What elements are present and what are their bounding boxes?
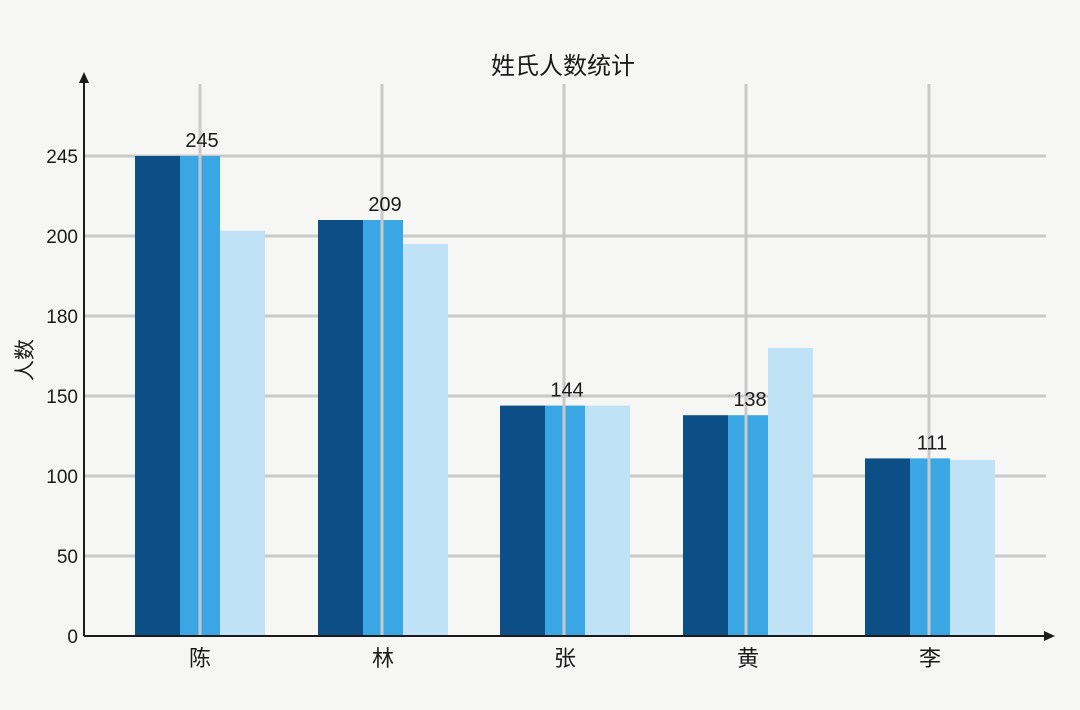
y-tick-label: 180 bbox=[46, 307, 78, 328]
y-tick-label: 245 bbox=[46, 147, 78, 168]
data-label: 144 bbox=[550, 380, 583, 402]
bars-layer bbox=[135, 156, 995, 636]
labels-layer: 0 50 100 150 180 200 245 陈 245 林 209 张 144 黄 138 李 111 bbox=[46, 130, 947, 672]
x-tick-label: 李 bbox=[919, 647, 941, 672]
y-tick-label: 150 bbox=[46, 387, 78, 408]
data-label: 245 bbox=[185, 130, 218, 152]
x-tick-label: 林 bbox=[372, 647, 394, 672]
x-tick-label: 张 bbox=[554, 647, 576, 672]
chart-title: 姓氏人数统计 bbox=[491, 52, 635, 80]
data-label: 209 bbox=[368, 194, 401, 216]
bar bbox=[728, 415, 768, 636]
bar bbox=[950, 460, 995, 636]
y-tick-label: 0 bbox=[67, 627, 78, 648]
bar bbox=[865, 458, 910, 636]
bar bbox=[318, 220, 363, 636]
bar bbox=[768, 348, 813, 636]
x-axis-arrow bbox=[1044, 631, 1055, 641]
x-tick-label: 陈 bbox=[189, 647, 211, 672]
y-axis-arrow bbox=[79, 72, 89, 83]
x-tick-label: 黄 bbox=[737, 647, 759, 672]
bar bbox=[403, 244, 448, 636]
y-tick-label: 200 bbox=[46, 227, 78, 248]
bar bbox=[135, 156, 180, 636]
y-axis-label: 人数 bbox=[13, 339, 37, 381]
y-tick-label: 100 bbox=[46, 467, 78, 488]
vertical-grid-layer bbox=[198, 84, 931, 636]
y-tick-label: 50 bbox=[57, 547, 78, 568]
bar bbox=[500, 405, 545, 636]
bar bbox=[683, 415, 728, 636]
data-label: 138 bbox=[733, 389, 766, 411]
data-label: 111 bbox=[917, 432, 947, 454]
bar bbox=[220, 230, 265, 636]
axes-layer bbox=[79, 72, 1055, 641]
bar bbox=[585, 405, 630, 636]
